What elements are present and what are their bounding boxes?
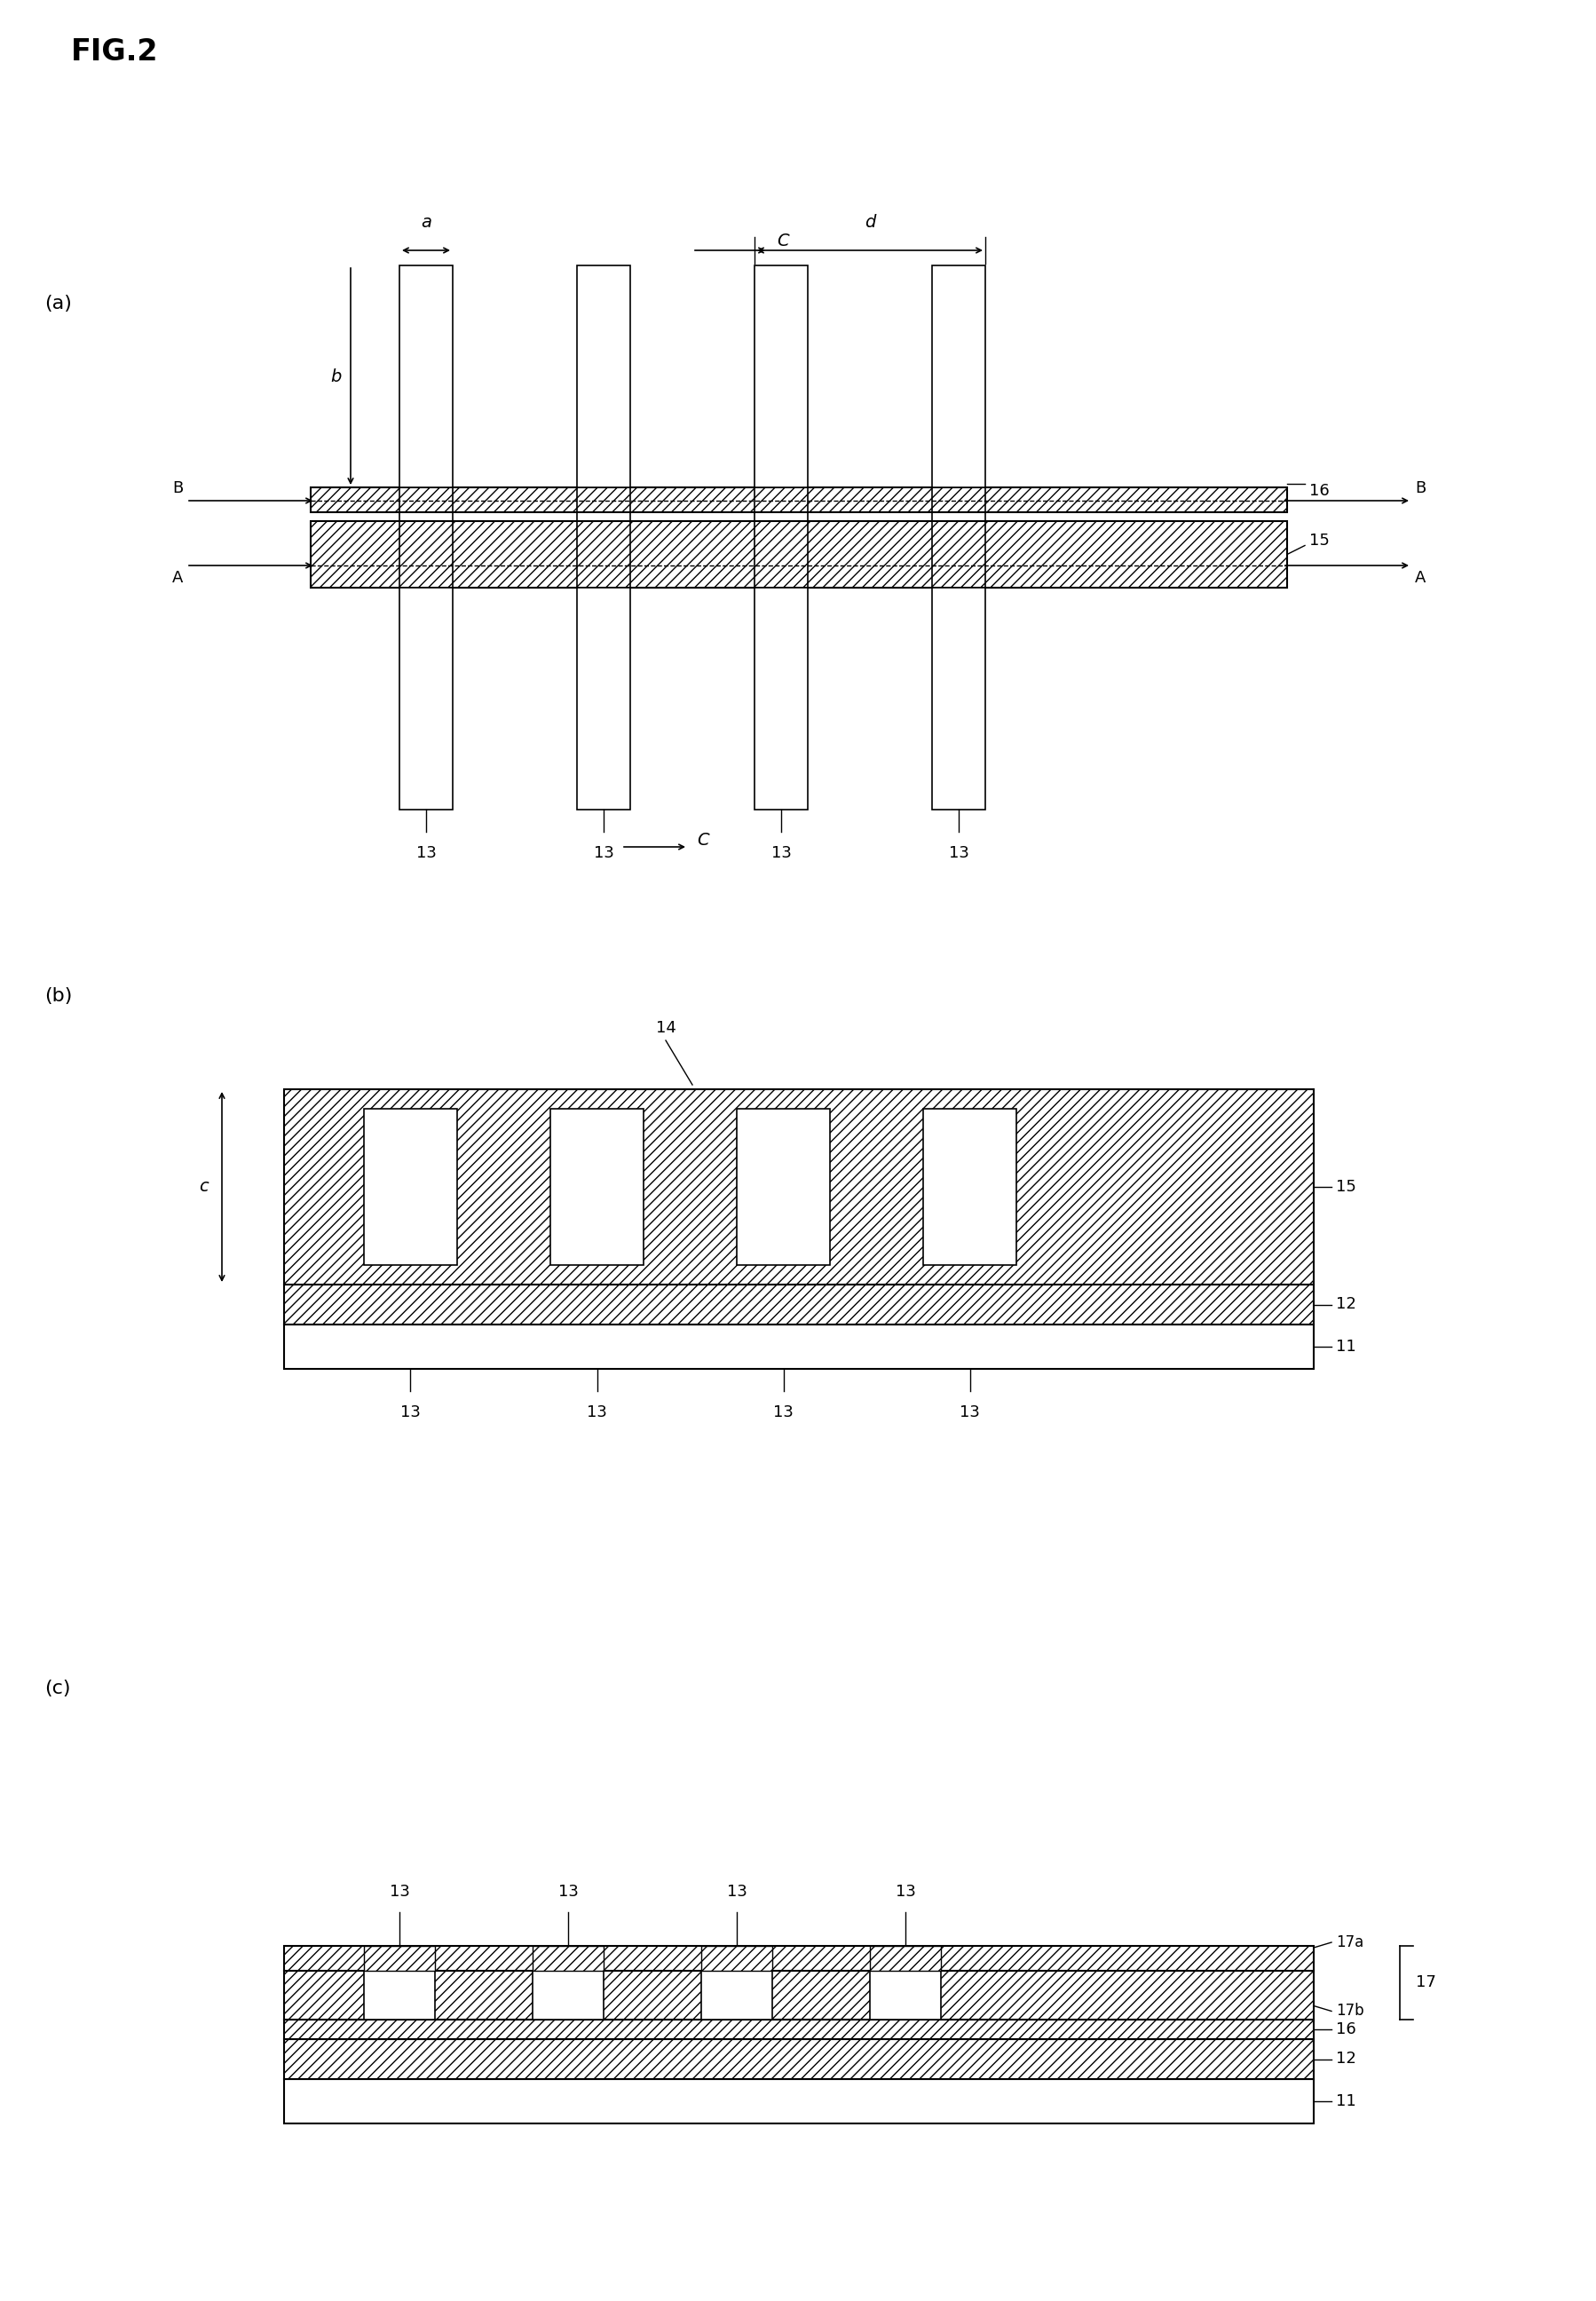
Text: 13: 13: [948, 844, 969, 861]
Text: 12: 12: [1336, 2050, 1355, 2066]
Text: 13: 13: [401, 1404, 420, 1420]
Bar: [551, 1109, 643, 1266]
Text: 11: 11: [1336, 2094, 1355, 2110]
Text: 17b: 17b: [1336, 2004, 1363, 2020]
Text: B: B: [172, 481, 184, 497]
Bar: [284, 2039, 1314, 2080]
Text: 15: 15: [1336, 1178, 1355, 1194]
Text: 12: 12: [1336, 1295, 1355, 1312]
Bar: [533, 1970, 603, 2020]
Bar: [576, 587, 630, 810]
Bar: [311, 520, 1286, 587]
Bar: [399, 265, 452, 488]
Bar: [284, 1947, 1314, 1970]
Bar: [284, 1284, 1314, 1325]
Text: 11: 11: [1336, 1339, 1355, 1355]
Text: 16: 16: [1309, 483, 1329, 499]
Text: 17: 17: [1416, 1974, 1435, 1990]
Text: 13: 13: [771, 844, 792, 861]
Bar: [284, 1088, 1314, 1284]
Text: 13: 13: [772, 1404, 793, 1420]
Bar: [364, 1970, 434, 2020]
Text: A: A: [172, 571, 184, 587]
Bar: [399, 587, 452, 810]
Bar: [284, 2020, 1314, 2039]
Bar: [284, 2080, 1314, 2124]
Text: B: B: [1414, 481, 1425, 497]
Text: 15: 15: [1309, 534, 1329, 550]
Bar: [736, 1109, 830, 1266]
Bar: [753, 587, 808, 810]
Text: a: a: [420, 214, 431, 230]
Bar: [533, 1947, 603, 1970]
Text: FIG.2: FIG.2: [70, 37, 158, 67]
Text: 13: 13: [586, 1404, 606, 1420]
Bar: [753, 265, 808, 488]
Text: 17a: 17a: [1336, 1935, 1363, 1951]
Text: 14: 14: [656, 1019, 675, 1035]
Text: d: d: [863, 214, 875, 230]
Bar: [284, 1970, 1314, 2020]
Text: b: b: [330, 368, 342, 384]
Bar: [932, 587, 985, 810]
Bar: [701, 1947, 772, 1970]
Bar: [701, 1970, 772, 2020]
Text: 13: 13: [415, 844, 436, 861]
Text: 13: 13: [389, 1885, 409, 1901]
Bar: [364, 1947, 434, 1970]
Text: C: C: [696, 831, 709, 849]
Bar: [870, 1947, 940, 1970]
Bar: [922, 1109, 1015, 1266]
Bar: [870, 1970, 940, 2020]
Text: (b): (b): [45, 987, 72, 1006]
Text: 13: 13: [557, 1885, 578, 1901]
Text: (a): (a): [45, 295, 72, 313]
Bar: [284, 1325, 1314, 1369]
Text: 13: 13: [895, 1885, 915, 1901]
Text: 13: 13: [726, 1885, 747, 1901]
Bar: [932, 265, 985, 488]
Bar: [311, 488, 1286, 513]
Bar: [364, 1109, 456, 1266]
Text: (c): (c): [45, 1680, 70, 1698]
Text: 16: 16: [1336, 2020, 1355, 2036]
Text: 13: 13: [594, 844, 613, 861]
Text: C: C: [776, 232, 788, 251]
Text: A: A: [1414, 571, 1425, 587]
Text: c: c: [200, 1178, 209, 1194]
Bar: [576, 265, 630, 488]
Text: 13: 13: [959, 1404, 980, 1420]
